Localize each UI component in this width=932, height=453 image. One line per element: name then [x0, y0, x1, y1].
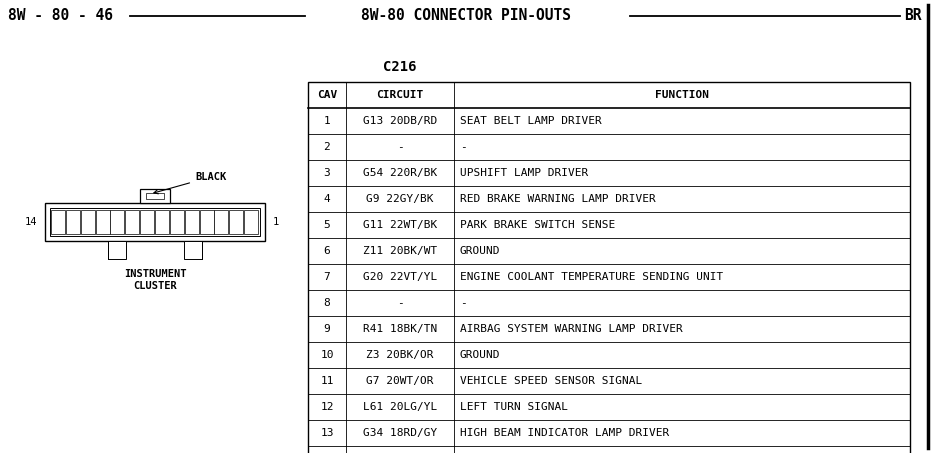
Bar — [51, 210, 65, 234]
Text: -: - — [397, 142, 404, 152]
Text: SEAT BELT LAMP DRIVER: SEAT BELT LAMP DRIVER — [460, 116, 602, 126]
Text: 11: 11 — [321, 376, 334, 386]
Text: 4: 4 — [323, 194, 330, 204]
Text: 1: 1 — [273, 217, 280, 227]
Text: 9: 9 — [323, 324, 330, 334]
Text: 12: 12 — [321, 402, 334, 412]
Text: G9 22GY/BK: G9 22GY/BK — [366, 194, 433, 204]
Text: UPSHIFT LAMP DRIVER: UPSHIFT LAMP DRIVER — [460, 168, 588, 178]
Text: 8W - 80 - 46: 8W - 80 - 46 — [8, 9, 113, 24]
Bar — [81, 210, 95, 234]
Bar — [308, 82, 910, 453]
Bar — [125, 210, 140, 234]
Text: G7 20WT/OR: G7 20WT/OR — [366, 376, 433, 386]
Text: 5: 5 — [323, 220, 330, 230]
Text: INSTRUMENT
CLUSTER: INSTRUMENT CLUSTER — [124, 269, 186, 291]
Text: LEFT TURN SIGNAL: LEFT TURN SIGNAL — [460, 402, 568, 412]
Text: 1: 1 — [323, 116, 330, 126]
Text: G11 22WT/BK: G11 22WT/BK — [363, 220, 437, 230]
Text: Z11 20BK/WT: Z11 20BK/WT — [363, 246, 437, 256]
Text: GROUND: GROUND — [460, 246, 500, 256]
Bar — [214, 210, 228, 234]
Bar — [184, 241, 202, 259]
Text: VEHICLE SPEED SENSOR SIGNAL: VEHICLE SPEED SENSOR SIGNAL — [460, 376, 642, 386]
Bar — [140, 189, 170, 203]
Text: G13 20DB/RD: G13 20DB/RD — [363, 116, 437, 126]
Text: GROUND: GROUND — [460, 350, 500, 360]
Bar — [185, 210, 199, 234]
Text: HIGH BEAM INDICATOR LAMP DRIVER: HIGH BEAM INDICATOR LAMP DRIVER — [460, 428, 669, 438]
Bar — [155, 210, 169, 234]
Text: -: - — [460, 298, 467, 308]
Text: 14: 14 — [24, 217, 37, 227]
Text: 3: 3 — [323, 168, 330, 178]
Text: R41 18BK/TN: R41 18BK/TN — [363, 324, 437, 334]
Bar — [108, 241, 126, 259]
Text: 6: 6 — [323, 246, 330, 256]
Text: L61 20LG/YL: L61 20LG/YL — [363, 402, 437, 412]
Text: ENGINE COOLANT TEMPERATURE SENDING UNIT: ENGINE COOLANT TEMPERATURE SENDING UNIT — [460, 272, 723, 282]
Text: 10: 10 — [321, 350, 334, 360]
Text: -: - — [397, 298, 404, 308]
Bar — [140, 210, 154, 234]
Bar — [45, 203, 265, 241]
Text: CAV: CAV — [317, 90, 337, 100]
Text: PARK BRAKE SWITCH SENSE: PARK BRAKE SWITCH SENSE — [460, 220, 615, 230]
Bar — [110, 210, 125, 234]
Text: FUNCTION: FUNCTION — [655, 90, 709, 100]
Text: C216: C216 — [383, 60, 417, 74]
Text: G20 22VT/YL: G20 22VT/YL — [363, 272, 437, 282]
Text: RED BRAKE WARNING LAMP DRIVER: RED BRAKE WARNING LAMP DRIVER — [460, 194, 656, 204]
Text: BR: BR — [904, 9, 922, 24]
Text: G34 18RD/GY: G34 18RD/GY — [363, 428, 437, 438]
Text: 8: 8 — [323, 298, 330, 308]
Text: Z3 20BK/OR: Z3 20BK/OR — [366, 350, 433, 360]
Bar — [146, 193, 164, 199]
Text: 2: 2 — [323, 142, 330, 152]
Bar — [199, 210, 213, 234]
Bar — [170, 210, 184, 234]
Text: 13: 13 — [321, 428, 334, 438]
Text: 7: 7 — [323, 272, 330, 282]
Bar — [96, 210, 110, 234]
Bar — [66, 210, 80, 234]
Text: -: - — [460, 142, 467, 152]
Bar — [50, 208, 260, 236]
Bar — [229, 210, 243, 234]
Text: CIRCUIT: CIRCUIT — [377, 90, 424, 100]
Text: 8W-80 CONNECTOR PIN-OUTS: 8W-80 CONNECTOR PIN-OUTS — [361, 9, 571, 24]
Text: G54 220R/BK: G54 220R/BK — [363, 168, 437, 178]
Text: BLACK: BLACK — [154, 172, 226, 194]
Text: AIRBAG SYSTEM WARNING LAMP DRIVER: AIRBAG SYSTEM WARNING LAMP DRIVER — [460, 324, 683, 334]
Bar — [244, 210, 258, 234]
